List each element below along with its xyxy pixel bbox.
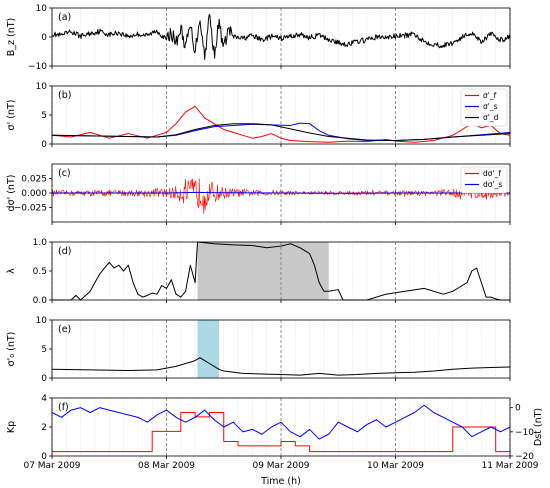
y-tick-label: 10 (36, 4, 48, 14)
shaded-interval (197, 242, 329, 300)
panel-label: (c) (58, 168, 71, 179)
series-line-main-0 (52, 241, 510, 301)
panel-label: (f) (58, 402, 69, 413)
series-line-main-0 (51, 14, 511, 60)
y-tick-label: 5 (41, 111, 47, 121)
panel-b (49, 85, 511, 147)
y-tick-label: 5 (41, 345, 47, 355)
panel-label: (d) (58, 246, 71, 257)
panel-e (49, 319, 511, 381)
panel-label: (e) (58, 324, 71, 335)
y-axis-label: σ'₀ (nT) (6, 332, 17, 367)
y-tick-label: 0.025 (21, 175, 47, 185)
x-tick-label: 09 Mar 2009 (252, 461, 309, 471)
y-axis-label: B_z (nT) (6, 18, 17, 57)
panel-background (52, 320, 510, 378)
y-tick-label: 10 (36, 316, 48, 326)
x-tick-label: 07 Mar 2009 (23, 461, 80, 471)
y-tick-right-label: −10 (515, 428, 534, 438)
series-line-ds-1 (52, 191, 510, 194)
panel-f (49, 397, 513, 459)
x-tick-label: 11 Mar 2009 (481, 461, 538, 471)
y-tick-label: 4 (41, 394, 47, 404)
y-axis-label-left: Kp (6, 421, 17, 433)
y-axis-label-right: Dst (nT) (533, 408, 544, 446)
y-axis-label: dσ' (nT) (6, 175, 17, 212)
shaded-interval (197, 320, 219, 378)
series-line-d-2 (51, 123, 511, 142)
series-line-Dst-1 (51, 404, 511, 440)
panel-d (49, 241, 511, 303)
y-tick-label: −10 (28, 62, 47, 72)
y-axis-label: λ (6, 268, 17, 274)
series-line-Kp-0 (52, 412, 510, 453)
y-tick-label: 0 (41, 33, 47, 43)
panel-a (49, 7, 511, 69)
x-axis-label: Time (h) (260, 476, 301, 487)
legend-label: σ'_d (483, 113, 499, 122)
panel-label: (b) (58, 90, 71, 101)
panel-c (49, 163, 511, 225)
panel-label: (a) (58, 12, 71, 23)
legend-label: σ'_s (483, 102, 498, 111)
y-tick-label: 10 (36, 82, 48, 92)
series-line-f-0 (51, 105, 511, 143)
y-tick-label: 0.5 (33, 267, 47, 277)
y-tick-label: 0 (41, 374, 47, 384)
y-tick-label: −0.025 (14, 204, 47, 214)
y-tick-label: 2 (41, 423, 47, 433)
x-tick-label: 10 Mar 2009 (367, 461, 424, 471)
y-tick-label: 1.0 (33, 238, 48, 248)
legend-label: σ'_f (483, 91, 497, 100)
x-tick-label: 08 Mar 2009 (138, 461, 195, 471)
y-tick-label: 0 (41, 140, 47, 150)
legend-label: dσ'_f (483, 169, 501, 178)
legend-label: dσ'_s (483, 180, 502, 189)
y-tick-label: 0.0 (33, 296, 48, 306)
y-axis-label: σ' (nT) (6, 100, 17, 131)
legend-box (460, 88, 508, 127)
panel-background (52, 398, 510, 456)
y-tick-label: 0.000 (21, 189, 47, 199)
y-tick-right-label: 0 (515, 404, 521, 414)
y-tick-right-label: −20 (515, 452, 534, 462)
y-tick-label: 0 (41, 452, 47, 462)
panel-background (52, 86, 510, 144)
series-line-main-0 (51, 357, 511, 376)
